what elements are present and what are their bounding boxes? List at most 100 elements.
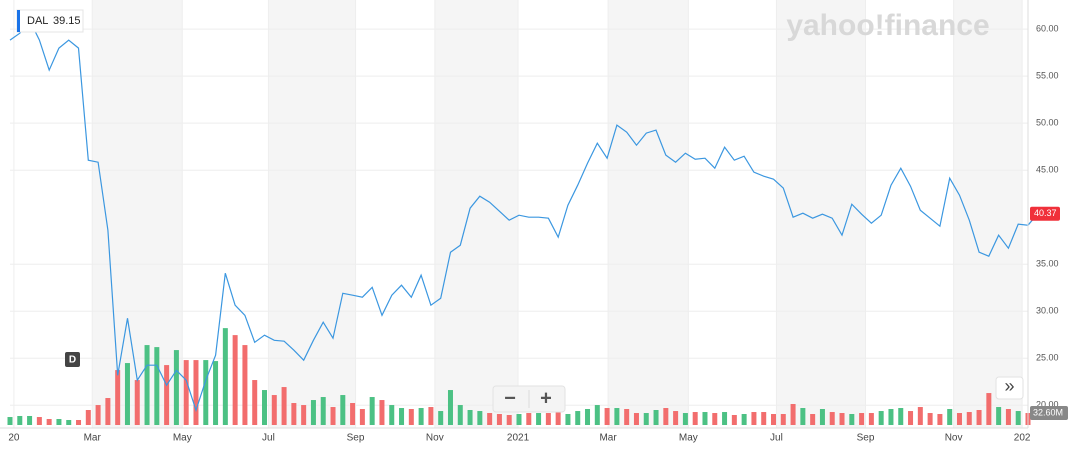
volume-bar	[213, 361, 219, 425]
month-band	[92, 0, 183, 428]
volume-bar	[516, 414, 522, 425]
volume-bar	[56, 419, 62, 425]
interval-box[interactable]	[65, 352, 80, 367]
volume-bar	[878, 411, 884, 425]
volume-bar	[340, 395, 346, 425]
volume-bar	[154, 347, 160, 425]
volume-bar	[888, 409, 894, 425]
volume-bar	[173, 350, 179, 425]
x-tick-label: Jul	[770, 433, 783, 444]
volume-bar	[438, 411, 444, 425]
volume-bar	[134, 380, 140, 425]
volume-bar	[115, 370, 121, 425]
volume-bar	[937, 414, 943, 425]
volume-bar	[976, 410, 982, 425]
month-band	[776, 0, 866, 428]
volume-bar	[771, 414, 776, 425]
volume-bar	[506, 415, 512, 425]
x-tick-label: Jul	[262, 433, 275, 444]
legend-name: DAL	[27, 15, 48, 27]
volume-bar	[575, 411, 581, 425]
legend-swatch	[17, 10, 20, 32]
volume-bar	[242, 345, 248, 425]
volume-bar	[663, 408, 669, 425]
volume-bar	[369, 397, 375, 425]
volume-bar	[839, 413, 845, 425]
volume-bar	[986, 393, 992, 425]
zoom-in[interactable]: +	[540, 387, 552, 409]
volume-bar	[1005, 409, 1011, 425]
volume-bar	[908, 411, 914, 425]
month-band	[268, 0, 356, 428]
volume-bar	[780, 414, 786, 425]
volume-bar	[66, 420, 72, 425]
volume-bar	[594, 405, 600, 425]
volume-bar	[1015, 411, 1021, 425]
volume-bar	[447, 390, 453, 425]
legend-value: 39.15	[53, 15, 81, 27]
volume-bar	[947, 409, 953, 425]
zoom-out[interactable]: −	[504, 387, 516, 409]
volume-bar	[428, 407, 434, 425]
volume-bar	[956, 413, 962, 425]
x-tick-label: Nov	[426, 433, 444, 444]
volume-bar	[27, 415, 33, 425]
expand-icon[interactable]: »	[1004, 376, 1014, 396]
x-tick-label: 202	[1014, 433, 1031, 444]
volume-bar	[643, 413, 649, 425]
volume-bar	[281, 387, 287, 425]
volume-bar	[85, 410, 91, 425]
volume-bar	[222, 328, 228, 425]
expand-box[interactable]	[995, 376, 1024, 400]
x-tick-label: Sep	[347, 433, 365, 444]
month-band	[608, 0, 689, 428]
month-band	[434, 0, 519, 428]
interval-label[interactable]: D	[69, 355, 76, 366]
volume-bar	[487, 413, 493, 425]
volume-bar	[604, 408, 610, 425]
volume-bar	[252, 380, 258, 425]
x-tick-label: 20	[8, 433, 20, 444]
volume-bar	[555, 412, 561, 425]
volume-bar	[761, 412, 767, 425]
volume-bar	[271, 395, 277, 425]
volume-bar	[95, 405, 101, 425]
volume-label-box	[1030, 406, 1068, 421]
volume-bar	[712, 413, 718, 425]
volume-bar	[262, 390, 267, 425]
volume-bar	[868, 413, 874, 425]
volume-bar	[966, 412, 972, 425]
volume-bar	[7, 417, 13, 425]
volume-bar	[790, 404, 796, 425]
volume-bar	[614, 408, 620, 425]
watermark: yahoo!finance	[786, 9, 989, 42]
volume-bar	[800, 408, 806, 425]
expand-button[interactable]: »	[995, 376, 1024, 400]
x-tick-label: Nov	[945, 433, 963, 444]
volume-bar	[810, 414, 816, 425]
volume-bar	[741, 414, 747, 425]
volume-bar	[418, 408, 424, 425]
volume-bar	[898, 408, 904, 425]
x-tick-label: Mar	[84, 433, 102, 444]
volume-bar	[722, 412, 728, 425]
volume-bar	[46, 419, 52, 425]
volume-bar	[731, 415, 737, 425]
y-tick-label: 25.00	[1036, 353, 1059, 363]
volume-bar	[585, 409, 591, 425]
interval-badge[interactable]: D	[65, 352, 80, 367]
background	[10, 0, 1028, 428]
y-tick-label: 45.00	[1036, 165, 1059, 175]
volume-layer	[7, 328, 1031, 425]
volume-bar	[389, 405, 395, 425]
volume-bar	[673, 411, 679, 425]
zoom-controls[interactable]: − +	[492, 385, 566, 413]
price-line	[9, 18, 1039, 413]
volume-bar	[203, 360, 209, 425]
month-band	[953, 0, 1023, 428]
volume-bar	[291, 403, 297, 425]
volume-bar	[751, 412, 757, 425]
volume-bar	[819, 409, 825, 425]
volume-bar	[17, 415, 23, 425]
